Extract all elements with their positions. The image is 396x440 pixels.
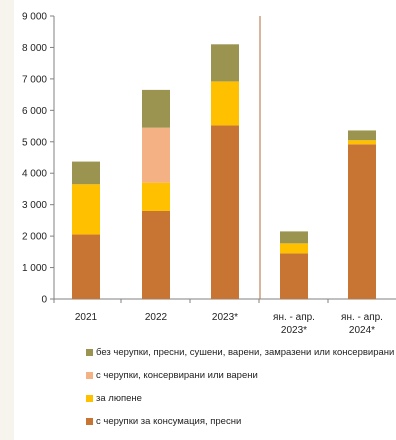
bar-segment [211, 81, 239, 126]
y-tick-label: 5 000 [22, 137, 47, 148]
bar-segment [348, 144, 376, 299]
bar-segment [72, 161, 100, 185]
legend-item: без черупки, пресни, сушени, варени, зам… [86, 346, 396, 358]
legend-item: с черупки, консервирани или варени [86, 369, 396, 381]
bar-segment [72, 234, 100, 299]
bar-segment [142, 89, 170, 128]
bar-segment [72, 184, 100, 235]
y-axis: 0 1 000 2 000 3 000 4 000 5 000 6 000 7 000 8 00… [22, 12, 55, 306]
bar-segment [280, 253, 308, 299]
x-tick-label: 2023* [212, 312, 238, 323]
chart-panel: 0 1 000 2 000 3 000 4 000 5 000 6 000 7 000 8 00… [14, 0, 396, 440]
y-tick-label: 2 000 [22, 232, 47, 243]
bar-segment [142, 210, 170, 299]
y-tick-label: 9 000 [22, 12, 47, 23]
x-tick-label: ян. - апр. 2024* [341, 312, 383, 336]
y-tick-label: 6 000 [22, 106, 47, 117]
x-axis: 2021 2022 2023* ян. - апр. 2023* ян. - апр. 20… [53, 298, 396, 336]
bar-segment [211, 44, 239, 82]
legend-swatch [86, 348, 93, 356]
y-tick-label: 8 000 [22, 43, 47, 54]
bar-segment [348, 130, 376, 141]
bar-segment [280, 243, 308, 254]
legend-swatch [86, 417, 93, 425]
legend-item: с черупки за консумация, пресни [86, 415, 396, 427]
y-tick-label: 4 000 [22, 169, 47, 180]
bar-segment [280, 231, 308, 244]
bars [72, 44, 376, 299]
bar-segment [142, 127, 170, 183]
bar-segment [348, 140, 376, 145]
legend: без черупки, пресни, сушени, варени, зам… [86, 346, 396, 438]
bar-segment [211, 125, 239, 299]
x-tick-label: ян. - апр. 2023* [273, 312, 315, 336]
legend-label: с черупки за консумация, пресни [96, 415, 242, 427]
legend-swatch [86, 394, 93, 402]
legend-item: за люпене [86, 392, 396, 404]
legend-swatch [86, 371, 93, 379]
y-tick-label: 1 000 [22, 263, 47, 274]
y-tick-label: 3 000 [22, 200, 47, 211]
legend-label: без черупки, пресни, сушени, варени, зам… [96, 346, 395, 358]
y-tick-label: 7 000 [22, 74, 47, 85]
y-tick-label: 0 [41, 295, 47, 306]
bar-segment [142, 182, 170, 211]
x-tick-label: 2022 [145, 312, 168, 323]
legend-label: за люпене [96, 392, 142, 404]
x-tick-label: 2021 [75, 312, 98, 323]
chart: 0 1 000 2 000 3 000 4 000 5 000 6 000 7 000 8 00… [22, 12, 396, 336]
legend-label: с черупки, консервирани или варени [96, 369, 258, 381]
